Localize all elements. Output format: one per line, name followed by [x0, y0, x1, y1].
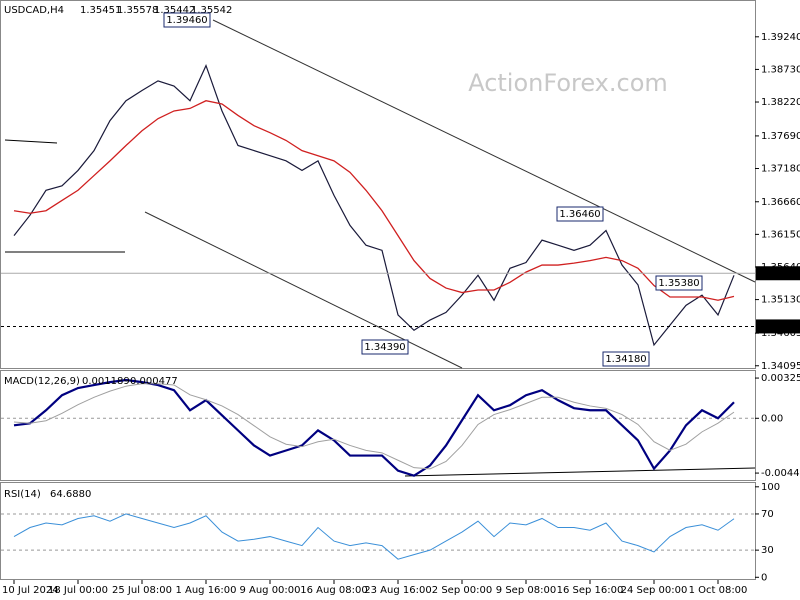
x-tick-label: 1 Aug 16:00 [175, 585, 236, 596]
lower-channel [144, 211, 463, 369]
series-line [13, 378, 735, 477]
y-tick-label: 1.37690 [761, 131, 800, 142]
price-panel [0, 0, 756, 369]
y-tick-label: 30 [761, 545, 774, 556]
y-tick-label: 100 [761, 482, 780, 493]
rsi-reading: 64.6880 [50, 489, 91, 500]
macd-reading: 0.000477 [130, 376, 178, 387]
x-tick-label: 16 Sep 16:00 [557, 585, 624, 596]
series-line [13, 63, 735, 347]
annotation-box [655, 275, 703, 291]
y-tick-label: 0.003259 [761, 373, 800, 384]
x-tick-label: 9 Aug 00:00 [239, 585, 300, 596]
y-tick-label: 1.39240 [761, 32, 800, 43]
rsi-panel [0, 482, 756, 580]
macd-trendline [404, 467, 756, 477]
x-tick-label: 23 Aug 16:00 [364, 585, 431, 596]
panel-title: USDCAD,H4 [4, 5, 64, 16]
series-line [13, 100, 735, 301]
x-tick-label: 16 Aug 08:00 [300, 585, 367, 596]
macd-reading: 0.001189 [82, 376, 130, 387]
annotation-box [163, 12, 211, 28]
annotation-box [602, 351, 650, 367]
x-tick-label: 25 Jul 08:00 [112, 585, 172, 596]
quote-value: 1.35578 [117, 5, 158, 16]
y-tick-label: 0 [761, 572, 767, 583]
y-tick-label: 1.34605 [761, 328, 800, 339]
y-tick-label: 1.37180 [761, 164, 800, 175]
x-tick-label: 10 Jul 2024 [2, 585, 59, 596]
x-tick-label: 9 Sep 08:00 [496, 585, 556, 596]
annotation-label: 1.34390 [364, 342, 405, 353]
y-tick-label: 1.36660 [761, 197, 800, 208]
y-tick-label: -0.004439 [761, 468, 800, 479]
annotation-label: 1.36460 [559, 209, 600, 220]
price-tag [756, 319, 800, 334]
x-tick-label: 24 Sep 00:00 [621, 585, 688, 596]
x-tick-label: 2 Sep 00:00 [432, 585, 492, 596]
panel-title: MACD(12,26,9) [4, 376, 80, 387]
quote-value: 1.35451 [80, 5, 121, 16]
x-tick-label: 18 Jul 00:00 [48, 585, 108, 596]
y-tick-label: 1.34095 [761, 361, 800, 372]
upper-channel [212, 19, 756, 283]
watermark: ActionForex.com [468, 69, 668, 97]
annotation-label: 1.35380 [658, 278, 699, 289]
support-line [4, 139, 58, 144]
x-tick-label: 1 Oct 08:00 [689, 585, 748, 596]
series-line [13, 383, 735, 470]
y-tick-label: 0.00 [761, 413, 783, 424]
price-tag-label: 1.34710 [759, 321, 800, 332]
annotation-label: 1.34180 [605, 354, 646, 365]
annotation-box [556, 206, 604, 222]
y-tick-label: 70 [761, 509, 774, 520]
quote-value: 1.35542 [191, 5, 232, 16]
price-tag-label: 1.35542 [759, 268, 800, 279]
quote-value: 1.35442 [154, 5, 195, 16]
series-line [13, 513, 735, 560]
annotation-box [361, 339, 409, 355]
y-tick-label: 1.36150 [761, 229, 800, 240]
panel-title: RSI(14) [4, 489, 41, 500]
macd-panel [0, 370, 756, 481]
y-tick-label: 1.38220 [761, 97, 800, 108]
annotation-label: 1.39460 [166, 15, 207, 26]
y-tick-label: 1.35130 [761, 295, 800, 306]
y-tick-label: 1.38730 [761, 64, 800, 75]
price-tag [756, 266, 800, 281]
